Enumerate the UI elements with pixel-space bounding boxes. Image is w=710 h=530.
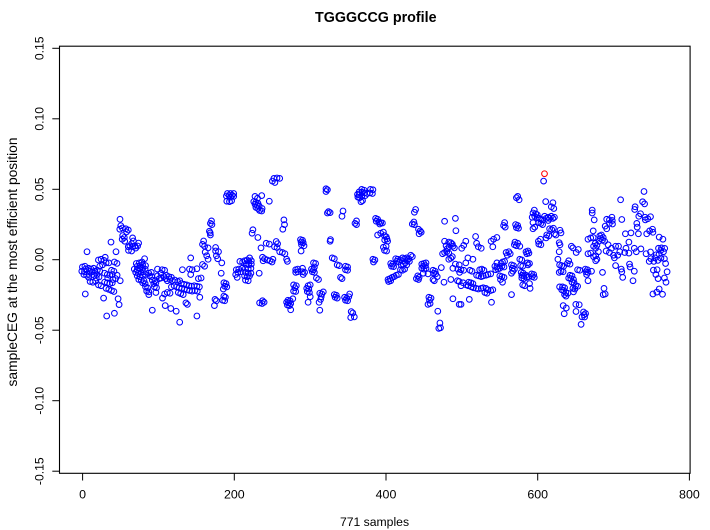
svg-text:0.00: 0.00 <box>33 248 47 272</box>
svg-text:0: 0 <box>79 488 86 502</box>
svg-text:TGGGCCG profile: TGGGCCG profile <box>315 10 437 26</box>
svg-text:600: 600 <box>527 488 548 502</box>
svg-text:0.05: 0.05 <box>33 177 47 201</box>
svg-text:-0.15: -0.15 <box>33 457 47 485</box>
svg-text:800: 800 <box>679 488 700 502</box>
svg-text:0.10: 0.10 <box>33 107 47 131</box>
svg-text:400: 400 <box>376 488 397 502</box>
svg-text:771 samples: 771 samples <box>340 515 409 529</box>
svg-text:-0.10: -0.10 <box>33 387 47 415</box>
svg-text:0.15: 0.15 <box>33 36 47 60</box>
svg-text:sampleCEG at the most efficien: sampleCEG at the most efficient position <box>5 138 20 387</box>
svg-text:200: 200 <box>224 488 245 502</box>
svg-text:-0.05: -0.05 <box>33 316 47 344</box>
